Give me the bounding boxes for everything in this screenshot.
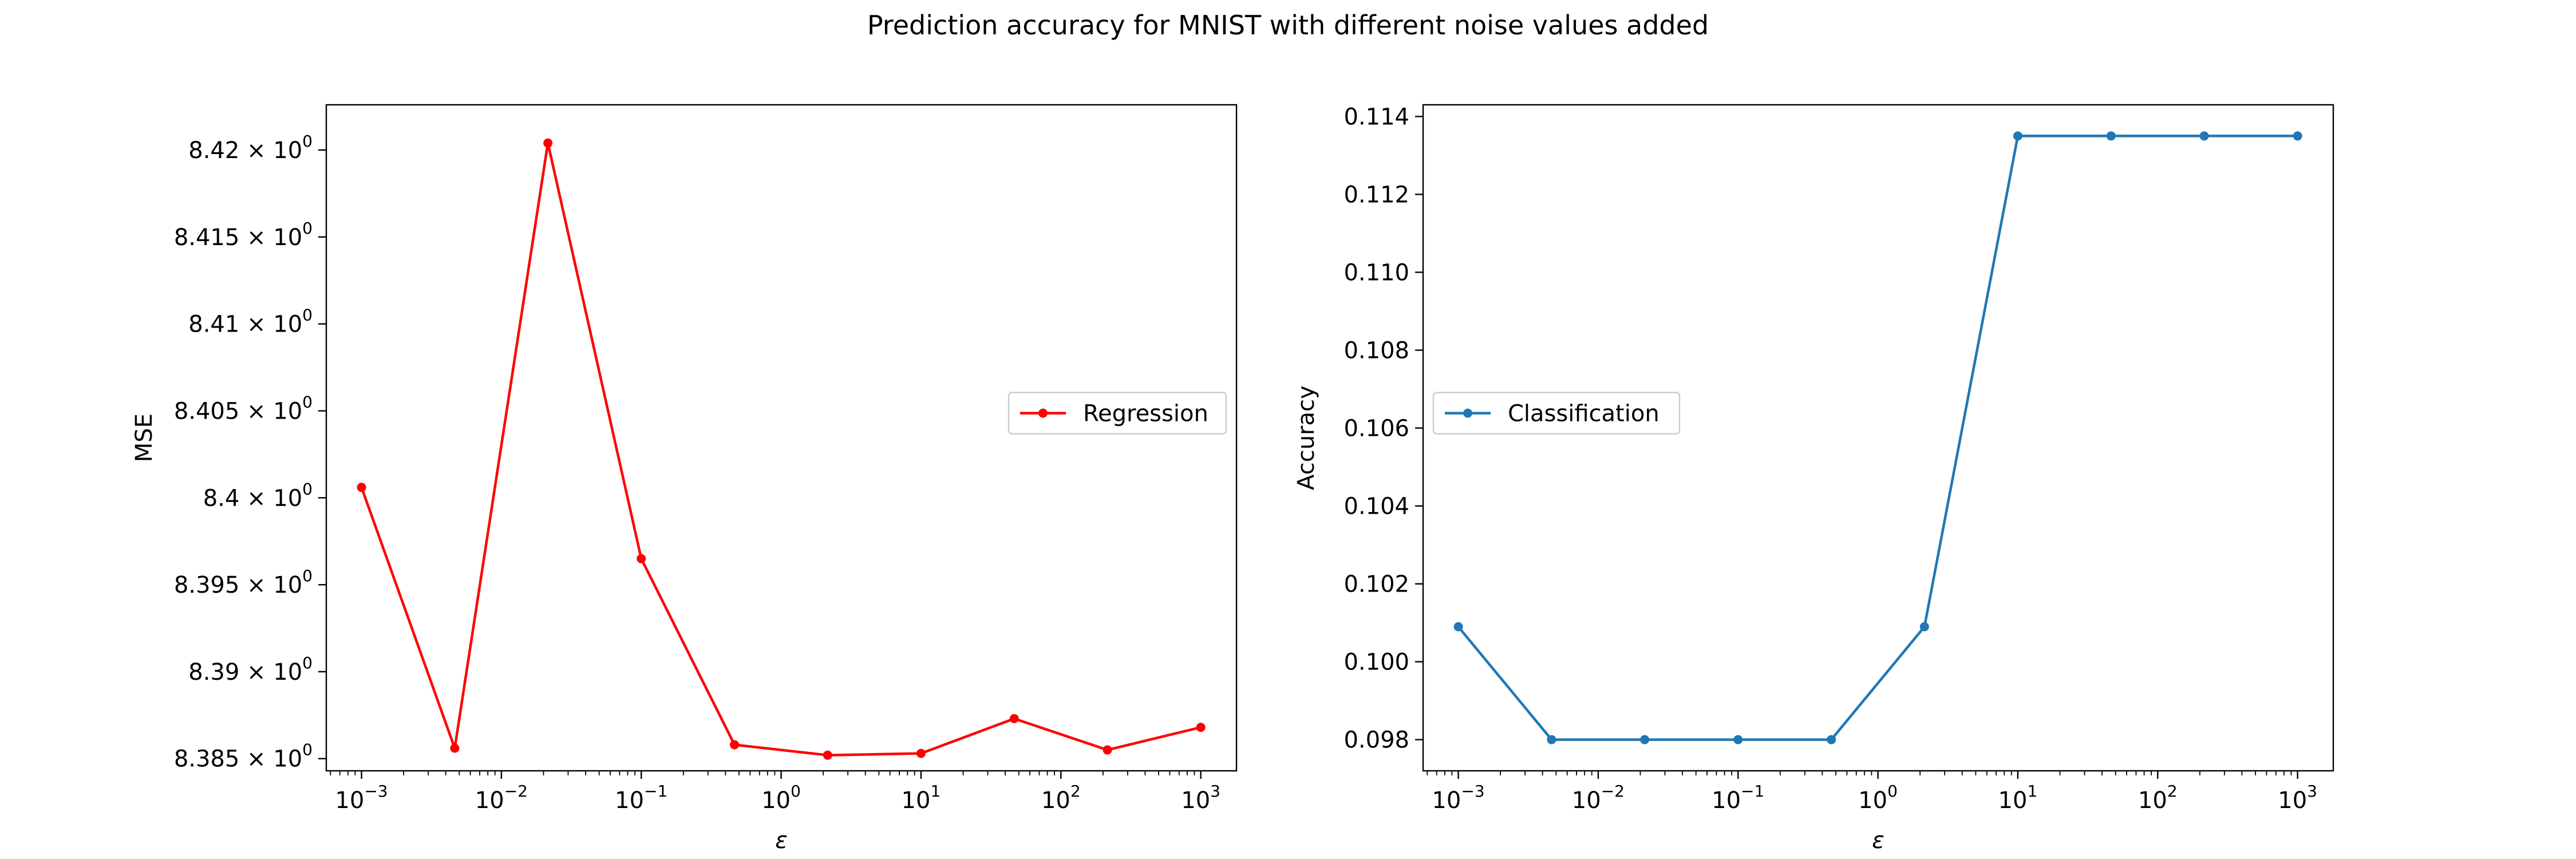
y-tick-label: 8.385 × 100 bbox=[174, 740, 313, 773]
x-tick-label: 10−2 bbox=[1572, 782, 1625, 814]
y-tick-label: 8.395 × 100 bbox=[174, 566, 313, 598]
data-point bbox=[357, 483, 366, 492]
x-tick-label: 101 bbox=[1998, 782, 2038, 814]
data-point bbox=[2199, 131, 2209, 141]
y-tick-label: 0.106 bbox=[1344, 415, 1409, 442]
data-point bbox=[1919, 622, 1929, 632]
x-tick-label: 10−1 bbox=[1712, 782, 1764, 814]
x-tick-label: 10−2 bbox=[475, 782, 528, 814]
classification-subplot: 10−3 10−2 10−1 100 101 102 103 0.098 0.100 0.102 0… bbox=[1293, 104, 2334, 854]
y-tick-label: 0.110 bbox=[1344, 259, 1409, 286]
x-tick-label: 102 bbox=[2138, 782, 2178, 814]
y-axis-label: Accuracy bbox=[1293, 385, 1319, 490]
x-tick-label: 103 bbox=[2278, 782, 2317, 814]
x-tick-label: 102 bbox=[1041, 782, 1081, 814]
y-tick-label: 8.415 × 100 bbox=[174, 219, 313, 251]
x-axis-label: ε bbox=[1872, 828, 1884, 854]
regression-subplot: 10−3 10−2 10−1 100 101 102 103 8.385 × 100 8.39 … bbox=[131, 104, 1238, 854]
data-point bbox=[450, 743, 460, 753]
data-point bbox=[1103, 745, 1112, 755]
data-point bbox=[1453, 622, 1463, 632]
data-point bbox=[1547, 735, 1556, 744]
y-tick-label: 0.100 bbox=[1344, 649, 1409, 676]
x-tick-label: 100 bbox=[761, 782, 801, 814]
legend-label: Classification bbox=[1508, 401, 1660, 427]
x-tick-label: 10−3 bbox=[335, 782, 388, 814]
x-tick-label: 103 bbox=[1181, 782, 1220, 814]
x-tick-label: 100 bbox=[1858, 782, 1898, 814]
legend-marker bbox=[1038, 408, 1048, 418]
x-tick-label: 10−3 bbox=[1432, 782, 1484, 814]
x-axis-label: ε bbox=[775, 828, 788, 854]
series-line-regression bbox=[360, 141, 1202, 756]
y-tick-label: 8.39 × 100 bbox=[188, 653, 313, 685]
y-axis-label: MSE bbox=[131, 413, 157, 462]
data-point bbox=[1827, 735, 1836, 744]
data-point bbox=[1640, 735, 1650, 744]
y-tick-label: 8.41 × 100 bbox=[188, 306, 313, 338]
x-tick-label: 101 bbox=[902, 782, 941, 814]
y-tick-label: 8.405 × 100 bbox=[174, 392, 313, 424]
figure-title: Prediction accuracy for MNIST with diffe… bbox=[867, 10, 1709, 41]
legend: Classification bbox=[1432, 392, 1681, 435]
y-tick-label: 0.102 bbox=[1344, 572, 1409, 598]
y-tick-label: 0.108 bbox=[1344, 337, 1409, 364]
y-tick-label: 0.098 bbox=[1344, 727, 1409, 754]
legend-label: Regression bbox=[1083, 401, 1208, 427]
data-point bbox=[2013, 131, 2022, 141]
y-tick-label: 8.4 × 100 bbox=[203, 479, 313, 511]
legend-box bbox=[1008, 392, 1227, 435]
y-tick-label: 0.104 bbox=[1344, 494, 1409, 520]
legend-box bbox=[1432, 392, 1681, 435]
data-point bbox=[1009, 714, 1019, 723]
data-point bbox=[637, 554, 646, 564]
y-tick-label: 0.112 bbox=[1344, 182, 1409, 208]
data-point bbox=[730, 740, 740, 750]
data-point bbox=[916, 748, 926, 758]
y-tick-label: 8.42 × 100 bbox=[188, 132, 313, 164]
legend: Regression bbox=[1008, 392, 1227, 435]
data-point bbox=[2106, 131, 2116, 141]
y-tick-label: 0.114 bbox=[1344, 104, 1409, 130]
data-point bbox=[823, 750, 832, 760]
x-tick-label: 10−1 bbox=[615, 782, 667, 814]
data-point bbox=[543, 138, 553, 148]
legend-marker bbox=[1463, 408, 1472, 418]
series-line-classification bbox=[1457, 135, 2298, 741]
data-point bbox=[2293, 131, 2302, 141]
data-point bbox=[1196, 723, 1206, 732]
data-point bbox=[1733, 735, 1743, 744]
